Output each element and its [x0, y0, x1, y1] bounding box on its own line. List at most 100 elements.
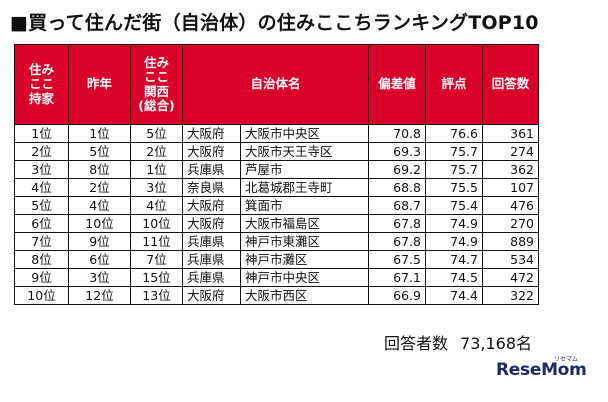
- cell-respondents: 534: [482, 250, 539, 269]
- page-title: ■買って住んだ街（自治体）の住みここちランキングTOP10: [10, 12, 539, 34]
- header-respondents: 回答数: [482, 44, 539, 125]
- cell-last-year: 3位: [68, 268, 131, 287]
- cell-respondents: 322: [482, 286, 539, 305]
- cell-kansai: 2位: [130, 142, 183, 161]
- logo-text: ReseMom: [496, 360, 587, 380]
- cell-kansai: 3位: [130, 178, 183, 197]
- cell-deviation: 68.8: [368, 178, 426, 197]
- cell-respondents: 472: [482, 268, 539, 287]
- cell-kansai: 15位: [130, 268, 183, 287]
- cell-score: 74.7: [425, 250, 483, 269]
- header-row: 住み ここ 持家 昨年 住み ここ 関西 (総合) 自治体名 偏差値 評点 回答…: [14, 44, 539, 125]
- header-score: 評点: [425, 44, 483, 125]
- cell-last-year: 8位: [68, 160, 131, 179]
- cell-respondents: 270: [482, 214, 539, 233]
- cell-city: 箕面市: [240, 196, 369, 215]
- cell-prefecture: 兵庫県: [182, 250, 241, 269]
- cell-last-year: 2位: [68, 178, 131, 197]
- cell-city: 北葛城郡王寺町: [240, 178, 369, 197]
- table-row: 8位 6位 7位 兵庫県 神戸市灘区 67.5 74.7 534: [14, 250, 539, 269]
- cell-prefecture: 兵庫県: [182, 160, 241, 179]
- cell-score: 74.9: [425, 232, 483, 251]
- cell-prefecture: 大阪府: [182, 286, 241, 305]
- table-row: 3位 8位 1位 兵庫県 芦屋市 69.2 75.7 362: [14, 160, 539, 179]
- ranking-table: 住み ここ 持家 昨年 住み ここ 関西 (総合) 自治体名 偏差値 評点 回答…: [14, 44, 539, 305]
- cell-rank: 2位: [14, 142, 69, 161]
- table-row: 7位 9位 11位 兵庫県 神戸市東灘区 67.8 74.9 889: [14, 232, 539, 251]
- cell-prefecture: 兵庫県: [182, 232, 241, 251]
- cell-city: 芦屋市: [240, 160, 369, 179]
- cell-rank: 1位: [14, 124, 69, 143]
- cell-rank: 3位: [14, 160, 69, 179]
- cell-kansai: 4位: [130, 196, 183, 215]
- cell-score: 74.5: [425, 268, 483, 287]
- cell-deviation: 68.7: [368, 196, 426, 215]
- header-last-year: 昨年: [68, 44, 131, 125]
- cell-respondents: 274: [482, 142, 539, 161]
- table-row: 5位 4位 4位 大阪府 箕面市 68.7 75.4 476: [14, 196, 539, 215]
- cell-rank: 10位: [14, 286, 69, 305]
- cell-city: 神戸市中央区: [240, 268, 369, 287]
- cell-respondents: 362: [482, 160, 539, 179]
- cell-rank: 8位: [14, 250, 69, 269]
- table-row: 10位 12位 13位 大阪府 大阪市西区 66.9 74.4 322: [14, 286, 539, 305]
- cell-deviation: 67.8: [368, 232, 426, 251]
- cell-deviation: 66.9: [368, 286, 426, 305]
- cell-city: 大阪市中央区: [240, 124, 369, 143]
- header-rank: 住み ここ 持家: [14, 44, 69, 125]
- cell-prefecture: 奈良県: [182, 178, 241, 197]
- respondent-total: 回答者数 73,168名: [384, 330, 532, 354]
- cell-deviation: 69.3: [368, 142, 426, 161]
- cell-rank: 9位: [14, 268, 69, 287]
- cell-kansai: 11位: [130, 232, 183, 251]
- resemom-logo: リセマム ReseMom: [496, 356, 587, 380]
- cell-city: 大阪市西区: [240, 286, 369, 305]
- cell-last-year: 9位: [68, 232, 131, 251]
- cell-prefecture: 兵庫県: [182, 268, 241, 287]
- cell-kansai: 7位: [130, 250, 183, 269]
- cell-respondents: 107: [482, 178, 539, 197]
- header-kansai: 住み ここ 関西 (総合): [130, 44, 183, 125]
- cell-deviation: 67.1: [368, 268, 426, 287]
- table-row: 6位 10位 10位 大阪府 大阪市福島区 67.8 74.9 270: [14, 214, 539, 233]
- header-deviation: 偏差値: [368, 44, 426, 125]
- cell-deviation: 67.8: [368, 214, 426, 233]
- cell-score: 74.4: [425, 286, 483, 305]
- cell-city: 神戸市東灘区: [240, 232, 369, 251]
- cell-last-year: 4位: [68, 196, 131, 215]
- table-row: 9位 3位 15位 兵庫県 神戸市中央区 67.1 74.5 472: [14, 268, 539, 287]
- cell-score: 76.6: [425, 124, 483, 143]
- cell-prefecture: 大阪府: [182, 142, 241, 161]
- respondent-total-value: 73,168名: [460, 334, 533, 353]
- cell-deviation: 70.8: [368, 124, 426, 143]
- cell-score: 75.7: [425, 160, 483, 179]
- table-row: 1位 1位 5位 大阪府 大阪市中央区 70.8 76.6 361: [14, 124, 539, 143]
- cell-kansai: 5位: [130, 124, 183, 143]
- table-row: 4位 2位 3位 奈良県 北葛城郡王寺町 68.8 75.5 107: [14, 178, 539, 197]
- cell-city: 神戸市灘区: [240, 250, 369, 269]
- respondent-total-label: 回答者数: [384, 334, 449, 353]
- cell-last-year: 12位: [68, 286, 131, 305]
- cell-kansai: 13位: [130, 286, 183, 305]
- cell-rank: 7位: [14, 232, 69, 251]
- cell-prefecture: 大阪府: [182, 196, 241, 215]
- cell-prefecture: 大阪府: [182, 214, 241, 233]
- cell-score: 75.5: [425, 178, 483, 197]
- cell-score: 75.4: [425, 196, 483, 215]
- cell-city: 大阪市天王寺区: [240, 142, 369, 161]
- cell-respondents: 889: [482, 232, 539, 251]
- cell-last-year: 5位: [68, 142, 131, 161]
- cell-kansai: 10位: [130, 214, 183, 233]
- cell-city: 大阪市福島区: [240, 214, 369, 233]
- cell-last-year: 10位: [68, 214, 131, 233]
- cell-respondents: 476: [482, 196, 539, 215]
- cell-rank: 4位: [14, 178, 69, 197]
- cell-deviation: 69.2: [368, 160, 426, 179]
- cell-kansai: 1位: [130, 160, 183, 179]
- header-municipality: 自治体名: [182, 44, 369, 125]
- cell-score: 75.7: [425, 142, 483, 161]
- cell-last-year: 6位: [68, 250, 131, 269]
- cell-rank: 5位: [14, 196, 69, 215]
- cell-respondents: 361: [482, 124, 539, 143]
- logo-ruby: リセマム: [554, 356, 579, 363]
